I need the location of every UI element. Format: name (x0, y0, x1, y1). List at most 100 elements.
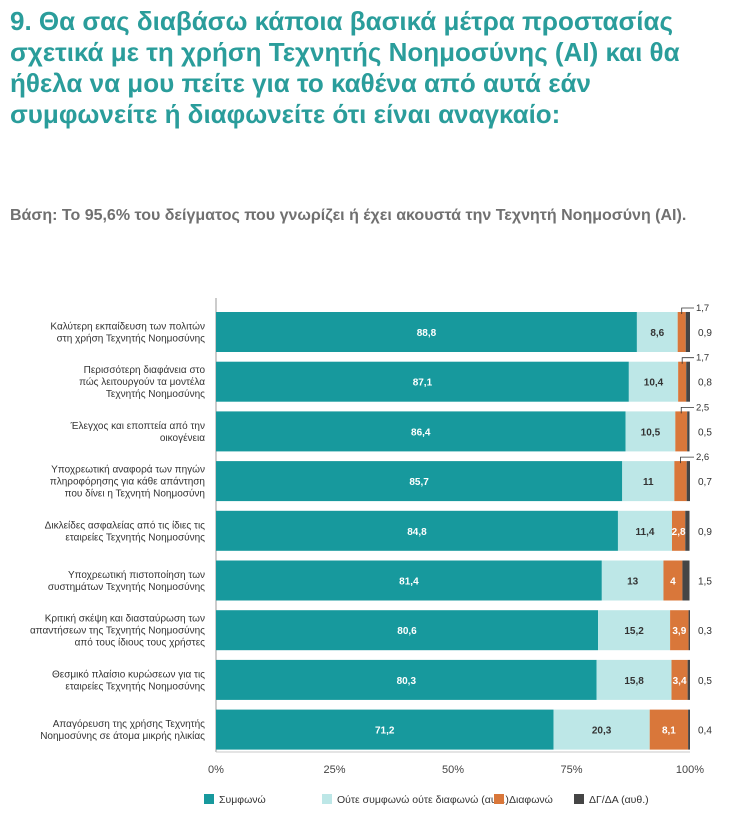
bar-segment (596, 659, 672, 700)
data-label-neutral: 15,8 (624, 676, 644, 687)
bar-segment (671, 659, 688, 700)
category-label: πώς λειτουργούν τα μοντέλα (79, 376, 205, 388)
x-tick-label: 25% (323, 764, 345, 776)
question-base: Βάση: Το 95,6% του δείγματος που γνωρίζε… (10, 207, 687, 224)
data-label-disagree: 2,5 (696, 402, 709, 413)
x-tick-label: 0% (208, 764, 224, 776)
category-label: Υποχρεωτική πιστοποίηση των (68, 569, 205, 581)
bar-segment (216, 361, 629, 402)
bar-segment (216, 610, 599, 651)
data-label-agree: 81,4 (399, 577, 419, 588)
data-label-dk: 0,5 (698, 427, 712, 438)
bar-segment (216, 411, 626, 452)
bar-segment (601, 560, 664, 601)
bar-segment (670, 610, 689, 651)
category-label: Τεχνητής Νοημοσύνης (106, 388, 205, 400)
callout-line (681, 307, 694, 314)
bar-segment (687, 659, 690, 700)
category-label: Κριτική σκέψη και διασταύρωση των (45, 613, 205, 625)
bar-segment (598, 610, 671, 651)
bar-segment (685, 312, 690, 352)
data-label-dk: 0,3 (698, 626, 712, 637)
data-label-neutral: 10,5 (641, 427, 661, 438)
bar-segment (688, 610, 690, 651)
category-label: Θεσμικό πλαίσιο κυρώσεων για τις (52, 668, 205, 680)
bar-segment (216, 560, 602, 601)
category-label: απαντήσεων της Τεχνητής Νοημοσύνης (30, 625, 205, 637)
data-label-agree: 86,4 (411, 427, 431, 438)
category-label: εταιρείες Τεχνητής Νοημοσύνης (65, 531, 205, 543)
category-label: που δίνει η Τεχνητή Νοημοσύνη (65, 488, 205, 500)
callout-line (680, 407, 694, 414)
bar-segment (685, 510, 690, 551)
bar-segment (216, 312, 637, 352)
category-label: συστημάτων Τεχνητής Νοημοσύνης (48, 581, 205, 593)
bar-segment (663, 560, 683, 601)
bar-segment (677, 312, 686, 352)
category-label: Έλεγχος και εποπτεία από την (70, 420, 205, 432)
data-label-disagree: 4 (670, 577, 676, 588)
category-label: από τους ίδιους τους χρήστες (75, 637, 206, 649)
x-tick-label: 50% (442, 764, 464, 776)
legend-swatch (322, 794, 332, 804)
bar-segment (625, 411, 676, 452)
data-label-disagree: 2,8 (672, 527, 686, 538)
data-label-disagree: 3,4 (673, 676, 687, 687)
bar-segment (688, 709, 690, 750)
data-label-agree: 87,1 (413, 378, 433, 389)
category-label: πληροφόρησης για κάθε απάντηση (50, 476, 205, 488)
data-label-dk: 0,4 (698, 726, 712, 737)
bar-segment (636, 312, 678, 352)
legend-swatch (574, 794, 584, 804)
data-label-agree: 88,8 (417, 328, 437, 339)
bar-segment (216, 659, 597, 700)
x-tick-label: 75% (560, 764, 582, 776)
bar-segment (553, 709, 650, 750)
bar-segment (671, 510, 686, 551)
data-label-agree: 84,8 (407, 527, 427, 538)
legend-label: Διαφωνώ (509, 794, 553, 806)
data-label-neutral: 10,4 (644, 378, 664, 389)
legend-swatch (204, 794, 214, 804)
data-label-disagree: 2,6 (696, 452, 709, 463)
data-label-dk: 0,7 (698, 477, 712, 488)
data-label-disagree: 3,9 (672, 626, 686, 637)
data-label-agree: 80,3 (397, 676, 417, 687)
data-label-dk: 0,5 (698, 676, 712, 687)
data-label-dk: 0,8 (698, 378, 712, 389)
bar-segment (674, 461, 687, 502)
data-label-neutral: 13 (627, 577, 639, 588)
category-label: Απαγόρευση της χρήσης Τεχνητής (53, 718, 205, 730)
data-label-neutral: 11,4 (636, 527, 655, 538)
callout-line (681, 357, 694, 364)
data-label-agree: 80,6 (397, 626, 417, 637)
data-label-agree: 71,2 (375, 726, 395, 737)
data-label-dk: 0,9 (698, 328, 712, 339)
x-tick-label: 100% (676, 764, 704, 776)
bar-segment (675, 411, 688, 452)
bar-segment (617, 510, 672, 551)
callout-line (680, 456, 694, 464)
legend-label: Ούτε συμφωνώ ούτε διαφωνώ (αυθ.) (337, 794, 509, 806)
data-label-dk: 0,9 (698, 527, 712, 538)
stacked-bar-chart: 0% 25% 50% 75% 100% Καλύτερη εκπαίδευση των π… (30, 298, 712, 806)
data-label-neutral: 11 (643, 477, 654, 488)
bar-segment (686, 461, 690, 502)
data-label-neutral: 20,3 (592, 726, 612, 737)
data-label-disagree: 1,7 (696, 303, 709, 314)
data-label-agree: 85,7 (409, 477, 429, 488)
legend-label: ΔΓ/ΔΑ (αυθ.) (589, 794, 649, 806)
category-label: Υποχρεωτική αναφορά των πηγών (51, 464, 205, 476)
bar-segment (622, 461, 675, 502)
category-label: Καλύτερη εκπαίδευση των πολιτών (50, 321, 205, 333)
category-label: Δικλείδες ασφαλείας από τις ίδιες τις (45, 519, 206, 531)
data-label-neutral: 15,2 (624, 626, 644, 637)
bar-segment (682, 560, 690, 601)
data-label-disagree: 1,7 (696, 353, 709, 364)
bar-segment (678, 361, 687, 402)
bar-segment (649, 709, 689, 750)
question-title: 9. Θα σας διαβάσω κάποια βασικά μέτρα πρ… (10, 6, 680, 129)
bar-segment (216, 461, 623, 502)
bar-segment (687, 411, 690, 452)
bar-segment (686, 361, 690, 402)
